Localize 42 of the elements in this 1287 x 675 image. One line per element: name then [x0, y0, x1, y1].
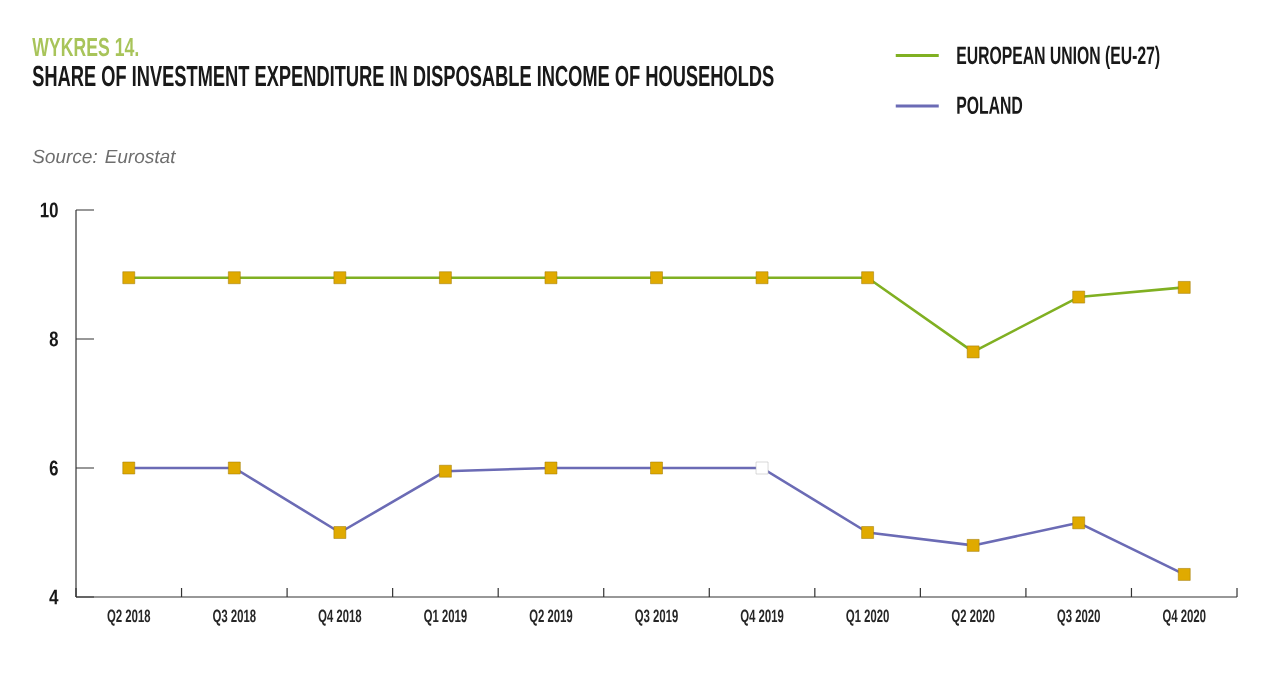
- point: [650, 461, 663, 475]
- point: [122, 461, 136, 475]
- y-tick-label: 6: [49, 460, 58, 476]
- point: [228, 461, 241, 475]
- x-tick-label: Q3 2020: [1057, 609, 1100, 626]
- point: [333, 271, 347, 284]
- x-tick-label: Q1 2020: [846, 609, 889, 626]
- point: [1177, 281, 1191, 294]
- x-tick-label: Q4 2020: [1162, 609, 1206, 626]
- point: [333, 526, 347, 539]
- point: [755, 461, 769, 475]
- text: WYKRES 14.: [32, 37, 139, 57]
- chart-title: SHARE OF INVESTMENT EXPENDITURE IN DISPOSABLE INCOME OF HOUSEHOLDS: [32, 65, 774, 87]
- point: [861, 526, 874, 539]
- point: [544, 271, 558, 284]
- x-tick-label: Q3 2018: [213, 609, 256, 626]
- y-tick-label: 8: [49, 331, 58, 347]
- point: [650, 271, 663, 284]
- x-tick-label: Q2 2018: [107, 609, 151, 626]
- point: [966, 345, 980, 359]
- point: [755, 271, 769, 284]
- point: [1072, 516, 1085, 530]
- legend-label: POLAND: [957, 96, 1023, 115]
- point: [1072, 290, 1085, 304]
- y-tick-label: 4: [49, 589, 59, 605]
- point: [1177, 568, 1191, 581]
- x-tick-label: Q2 2019: [529, 609, 573, 626]
- source-note: Source: Eurostat: [32, 149, 177, 164]
- legend-label: EUROPEAN UNION (EU-27): [957, 45, 1160, 70]
- x-tick-label: Q2 2020: [951, 609, 995, 626]
- point: [966, 539, 980, 552]
- x-tick-label: Q1 2019: [424, 609, 467, 626]
- point: [228, 271, 241, 284]
- x-tick-label: Q4 2019: [740, 609, 784, 626]
- x-tick-label: Q3 2019: [635, 609, 678, 626]
- point: [439, 271, 452, 284]
- x-tick-label: Q4 2018: [318, 609, 362, 626]
- point: [544, 461, 558, 475]
- point: [439, 464, 452, 478]
- y-tick-label: 10: [40, 202, 58, 218]
- point: [122, 271, 136, 284]
- point: [861, 271, 874, 284]
